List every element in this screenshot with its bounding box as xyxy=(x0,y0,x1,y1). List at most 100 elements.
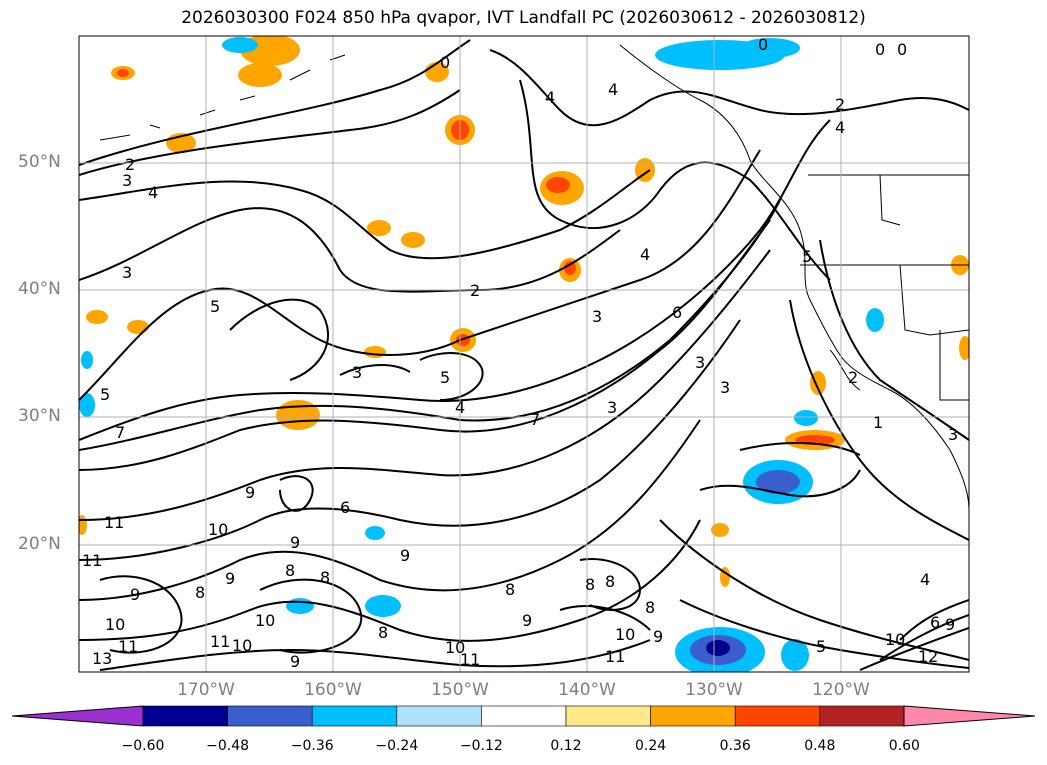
contour-label: 8 xyxy=(605,572,615,591)
contour-label: 5 xyxy=(210,297,220,316)
contour-label: 11 xyxy=(460,650,480,669)
colorbar-tick-label: −0.24 xyxy=(375,738,419,754)
colorbar-tick-label: 0.24 xyxy=(635,738,667,754)
contour-label: 8 xyxy=(378,623,388,642)
contour-label: 0 xyxy=(897,40,907,59)
colorbar-cell xyxy=(481,705,567,727)
contour-label: 4 xyxy=(920,570,930,589)
colorbar-tick-label: 0.36 xyxy=(719,738,751,754)
coastlines xyxy=(99,44,969,511)
contour-label: 8 xyxy=(585,575,595,594)
contour-label: 11 xyxy=(605,647,625,666)
contour-label: 8 xyxy=(195,583,205,602)
contour-label: 10 xyxy=(445,638,465,657)
contour-label: 0 xyxy=(875,40,885,59)
colorbar-cell xyxy=(227,705,313,727)
lat-label: 50°N xyxy=(18,152,61,172)
contour-label: 8 xyxy=(645,598,655,617)
contour-label: 10 xyxy=(232,636,252,655)
contour-label: 9 xyxy=(245,483,255,502)
colorbar-cell xyxy=(396,705,482,727)
contour-label: 6 xyxy=(672,303,682,322)
colorbar-tick-label: −0.36 xyxy=(290,738,334,754)
contour-label: 12 xyxy=(918,647,938,666)
contour-label: 3 xyxy=(122,171,132,190)
contour-label: 3 xyxy=(352,363,362,382)
contour-label: 4 xyxy=(148,183,158,202)
contour-label: 6 xyxy=(340,498,350,517)
colorbar-tick-label: 0.48 xyxy=(804,738,836,754)
colorbar xyxy=(11,705,1036,727)
contour-label: 5 xyxy=(816,637,826,656)
contour-label: 10 xyxy=(208,520,228,539)
contour-label: 3 xyxy=(720,378,730,397)
lat-label: 40°N xyxy=(18,279,61,299)
colorbar-cell xyxy=(650,705,736,727)
contour-label: 10 xyxy=(255,611,275,630)
contour-label: 9 xyxy=(945,615,955,634)
contour-label: 4 xyxy=(608,80,618,99)
gridlines xyxy=(79,36,969,672)
lon-label: 130°W xyxy=(685,680,743,700)
contour-label: 8 xyxy=(320,568,330,587)
contour-label: 3 xyxy=(122,263,132,282)
contour-label: 13 xyxy=(92,649,112,668)
colorbar-cell xyxy=(142,705,228,727)
contour-label: 5 xyxy=(802,247,812,266)
lon-label: 120°W xyxy=(812,680,870,700)
lon-label: 150°W xyxy=(431,680,489,700)
lon-label: 170°W xyxy=(177,680,235,700)
contour-label: 3 xyxy=(592,307,602,326)
plot-title: 2026030300 F024 850 hPa qvapor, IVT Land… xyxy=(181,8,866,28)
contour-label: 2 xyxy=(125,155,135,174)
lat-label: 20°N xyxy=(18,534,61,554)
contour-label: 3 xyxy=(607,398,617,417)
contour-label: 4 xyxy=(835,118,845,137)
contour-label: 4 xyxy=(545,88,555,107)
colorbar-tick-label: −0.48 xyxy=(206,738,250,754)
contour-label: 6 xyxy=(930,613,940,632)
contour-label: 9 xyxy=(400,546,410,565)
contour-label: 7 xyxy=(115,423,125,442)
contour-label: 9 xyxy=(290,533,300,552)
contour-label: 5 xyxy=(100,385,110,404)
contour-label: 5 xyxy=(440,368,450,387)
contour-label: 10 xyxy=(615,625,635,644)
contour-label: 11 xyxy=(210,632,230,651)
anomaly-shading xyxy=(79,36,969,672)
colorbar-cell xyxy=(819,705,905,727)
colorbar-cell xyxy=(311,705,398,727)
contour-label: 11 xyxy=(82,551,102,570)
contour-label: 10 xyxy=(105,615,125,634)
colorbar-tick-label: 0.12 xyxy=(550,738,582,754)
contour-label: 9 xyxy=(522,611,532,630)
contour-label: 3 xyxy=(695,353,705,372)
contour-label: 2 xyxy=(848,368,858,387)
contour-label: 9 xyxy=(290,652,300,671)
contour-label: 11 xyxy=(118,637,138,656)
colorbar-cell xyxy=(734,705,821,727)
contour-label: 10 xyxy=(885,630,905,649)
contour-label: 9 xyxy=(653,627,663,646)
contour-label: 2 xyxy=(835,95,845,114)
contour-label: 0 xyxy=(440,53,450,72)
colorbar-tick-label: 0.60 xyxy=(888,738,920,754)
map-frame xyxy=(78,35,970,673)
contour-label: 8 xyxy=(285,561,295,580)
contour-label: 4 xyxy=(455,398,465,417)
contour-labels: 2 3 4 3 5 2 3 3 5 4 5 7 7 3 3 3 4 4 4 2 … xyxy=(82,35,958,671)
contour-label: 2 xyxy=(470,281,480,300)
lat-label: 30°N xyxy=(18,406,61,426)
colorbar-cell xyxy=(565,705,651,727)
contour-label: 8 xyxy=(505,580,515,599)
contour-label: 7 xyxy=(530,410,540,429)
contour-label: 9 xyxy=(225,569,235,588)
contour-label: 4 xyxy=(640,245,650,264)
lon-label: 160°W xyxy=(304,680,362,700)
colorbar-tick-label: −0.12 xyxy=(459,738,503,754)
contour-label: 0 xyxy=(758,35,768,54)
colorbar-tick-label: −0.60 xyxy=(121,738,165,754)
contour-label: 9 xyxy=(130,585,140,604)
contour-label: 1 xyxy=(873,413,883,432)
